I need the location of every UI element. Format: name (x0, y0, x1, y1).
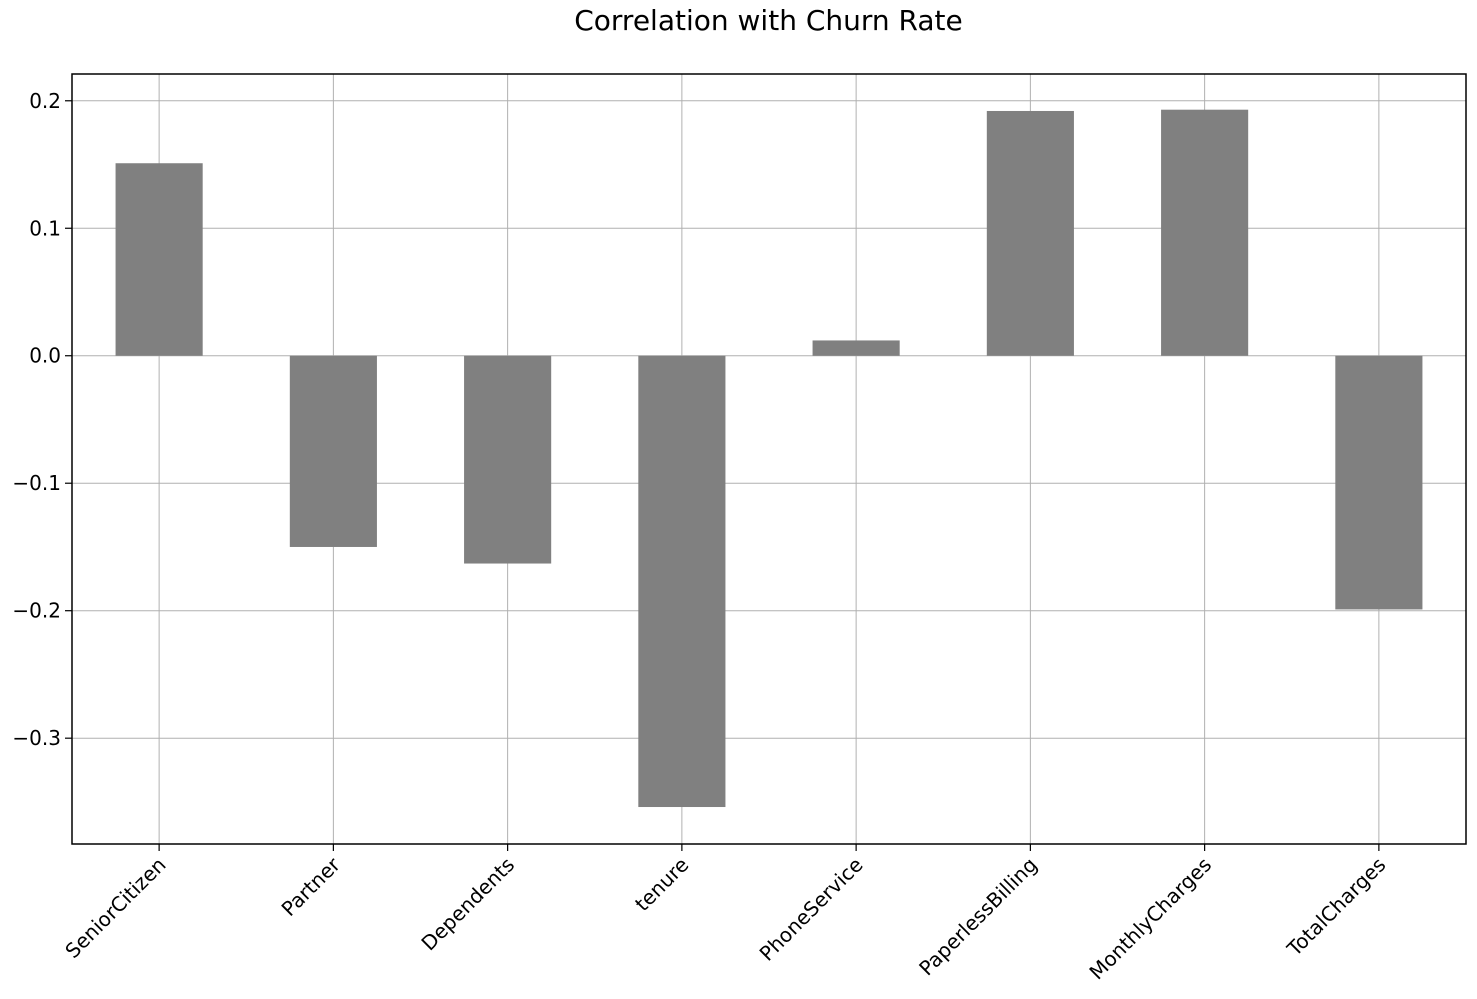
x-tick-label: MonthlyCharges (1084, 853, 1216, 985)
bar-tenure (638, 355, 726, 808)
bar-paperlessbilling (986, 110, 1074, 356)
chart-title: Correlation with Churn Rate (574, 4, 963, 37)
grid-layer (72, 74, 1466, 844)
bar-partner (289, 355, 377, 547)
y-tick-label: 0.2 (29, 89, 61, 113)
x-tick-label: Partner (277, 852, 346, 921)
bar-dependents (464, 355, 552, 564)
bar-totalcharges (1335, 355, 1423, 610)
x-tick-label: tenure (630, 853, 693, 916)
x-tick-label: PaperlessBilling (914, 853, 1042, 981)
bar-monthlycharges (1161, 109, 1249, 356)
x-tick-label: SeniorCitizen (60, 853, 170, 963)
y-tick-label: −0.1 (12, 471, 61, 495)
y-tick-label: −0.3 (12, 726, 61, 750)
plot-frame (71, 73, 1467, 845)
y-tick-label: −0.2 (12, 599, 61, 623)
y-tick-label: 0.1 (29, 216, 61, 240)
bar-phoneservice (812, 340, 900, 356)
bars-layer (115, 109, 1423, 808)
x-tick-label: PhoneService (755, 853, 868, 966)
y-tick-label: 0.0 (29, 344, 61, 368)
x-tick-label: TotalCharges (1282, 853, 1391, 962)
bar-seniorcitizen (115, 163, 203, 356)
x-tick-label: Dependents (416, 853, 519, 956)
